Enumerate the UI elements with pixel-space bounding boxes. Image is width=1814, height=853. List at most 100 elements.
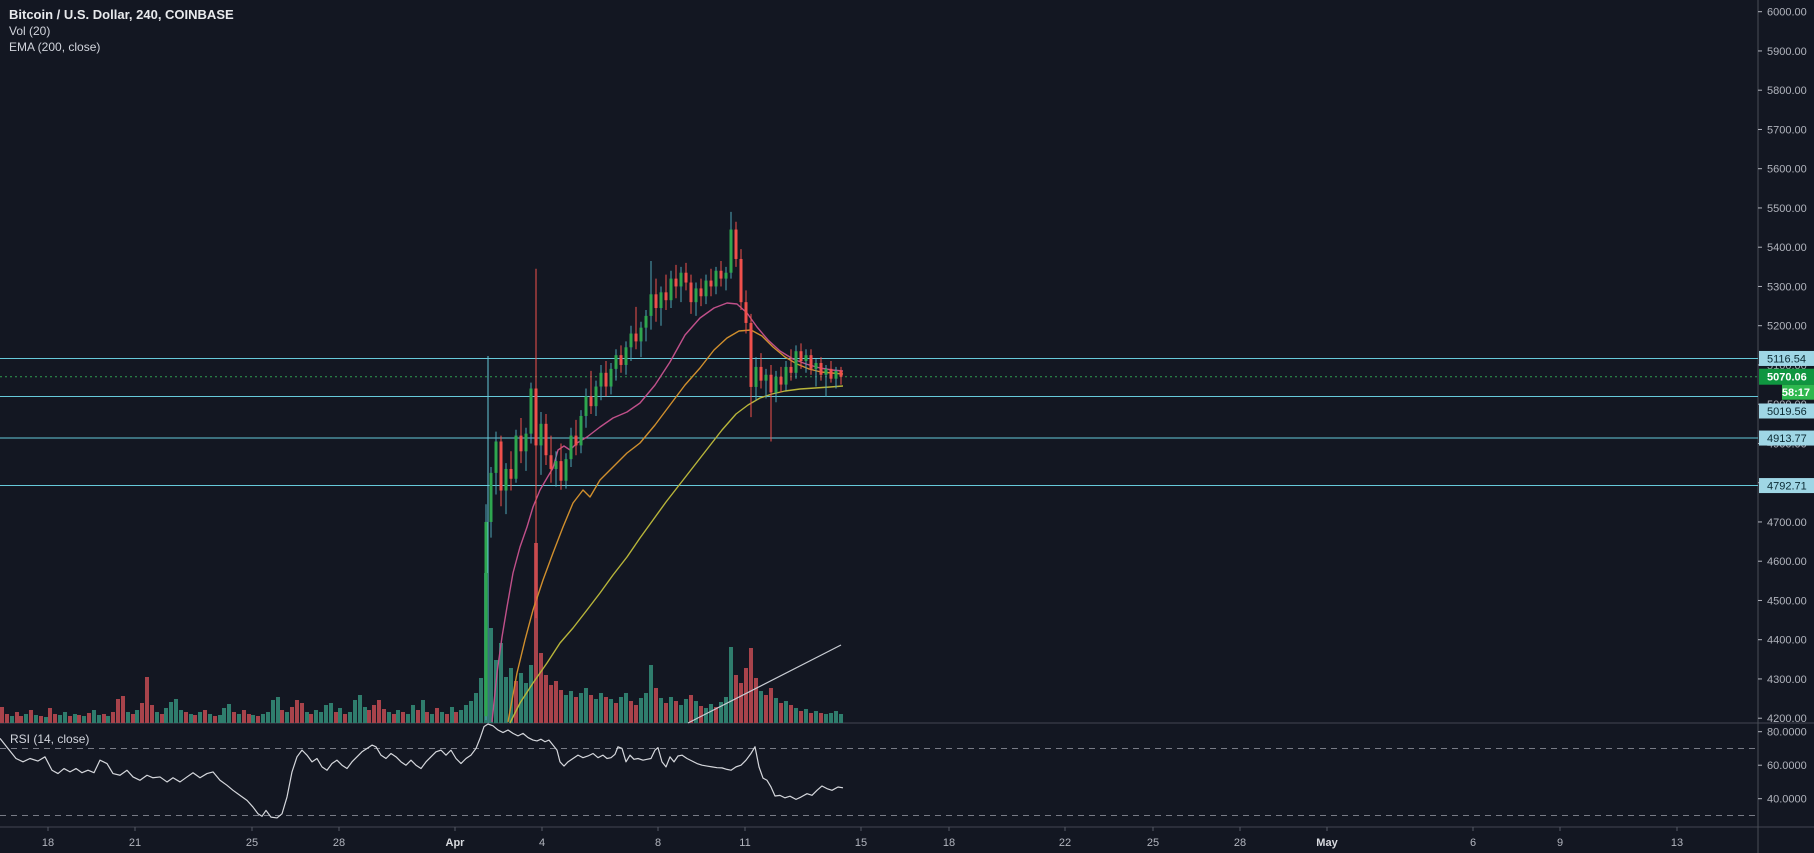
candle-body <box>644 315 648 328</box>
price-axis-label[interactable]: 5400.00 <box>1767 242 1807 254</box>
trendline[interactable] <box>687 644 842 724</box>
volume-bar <box>97 715 101 723</box>
candle-body <box>774 376 778 393</box>
candle-body <box>599 372 603 387</box>
candle-body <box>664 292 668 301</box>
time-axis-label[interactable]: 28 <box>1234 837 1246 849</box>
time-axis-label[interactable]: 8 <box>655 837 661 849</box>
time-axis-label[interactable]: 18 <box>943 837 955 849</box>
price-line-label-bg <box>1759 430 1814 446</box>
volume-bar <box>654 688 658 723</box>
time-axis-label[interactable]: 25 <box>1147 837 1159 849</box>
volume-bar <box>34 715 38 723</box>
volume-bar <box>184 712 188 723</box>
volume-bar <box>524 683 528 723</box>
volume-bar <box>709 704 713 723</box>
candle-body <box>839 370 843 377</box>
volume-bar <box>271 700 275 723</box>
time-axis-label[interactable]: 6 <box>1470 837 1476 849</box>
candle-body <box>744 302 748 323</box>
price-axis-label[interactable]: 5200.00 <box>1767 321 1807 333</box>
volume-bar <box>314 710 318 723</box>
volume-bar <box>48 708 52 723</box>
volume-bar <box>247 714 251 723</box>
current-price-label[interactable]: 5070.06 <box>1767 372 1807 384</box>
volume-bar <box>256 716 260 723</box>
candle-body <box>649 294 653 316</box>
volume-bar <box>799 711 803 723</box>
time-axis-label[interactable]: Apr <box>446 837 466 849</box>
price-axis-label[interactable]: 5500.00 <box>1767 203 1807 215</box>
price-axis-label[interactable]: 6000.00 <box>1767 7 1807 19</box>
price-line-label[interactable]: 5116.54 <box>1767 353 1806 365</box>
rsi-axis-label[interactable]: 40.0000 <box>1767 794 1807 806</box>
candle-body <box>779 376 783 385</box>
volume-bar <box>222 708 226 723</box>
time-axis-label[interactable]: 21 <box>129 837 141 849</box>
time-axis-label[interactable]: 9 <box>1557 837 1563 849</box>
volume-bar <box>454 712 458 723</box>
volume-bar <box>504 677 508 723</box>
volume-bar <box>539 653 543 723</box>
time-axis-label[interactable]: 4 <box>539 837 545 849</box>
candle-body <box>504 468 508 491</box>
price-axis-label[interactable]: 5900.00 <box>1767 46 1807 58</box>
price-axis-label[interactable]: 4500.00 <box>1767 595 1807 607</box>
volume-bar <box>295 700 299 723</box>
rsi-line[interactable] <box>0 723 844 819</box>
volume-bar <box>549 685 553 723</box>
volume-bar <box>814 711 818 723</box>
volume-bar <box>554 681 558 723</box>
time-axis-label[interactable]: 15 <box>855 837 867 849</box>
time-axis-label[interactable]: 11 <box>739 837 750 849</box>
candle-body <box>739 258 743 303</box>
volume-bar <box>111 712 115 723</box>
price-axis-label[interactable]: 5300.00 <box>1767 281 1807 293</box>
candle-body <box>614 355 618 369</box>
volume-bar <box>509 668 513 723</box>
volume-bar <box>208 714 212 723</box>
price-axis-label[interactable]: 4200.00 <box>1767 713 1807 725</box>
price-axis-label[interactable]: 4700.00 <box>1767 517 1807 529</box>
candle-body <box>699 288 703 297</box>
volume-bar <box>729 647 733 723</box>
price-axis-label[interactable]: 5700.00 <box>1767 124 1807 136</box>
price-axis-label[interactable]: 4600.00 <box>1767 556 1807 568</box>
price-line-label[interactable]: 5019.56 <box>1767 406 1807 418</box>
candle-body <box>819 362 823 375</box>
time-axis-label[interactable]: 28 <box>333 837 345 849</box>
price-axis-label[interactable]: 5600.00 <box>1767 164 1807 176</box>
ema-200-line[interactable] <box>509 385 844 724</box>
candle-body <box>724 272 728 279</box>
volume-bar <box>529 665 533 723</box>
ema-fast-line[interactable] <box>491 302 844 723</box>
symbol-title[interactable]: Bitcoin / U.S. Dollar, 240, COINBASE <box>9 7 234 22</box>
time-axis-label[interactable]: 22 <box>1059 837 1071 849</box>
price-line-label[interactable]: 4792.71 <box>1767 481 1807 493</box>
rsi-axis-label[interactable]: 80.0000 <box>1767 727 1807 739</box>
candle-body <box>719 270 723 279</box>
indicator-ema[interactable]: EMA (200, close) <box>9 40 101 54</box>
volume-bar <box>367 710 371 723</box>
candle-body <box>619 355 623 365</box>
volume-bar <box>82 716 86 723</box>
time-axis-label[interactable]: May <box>1316 837 1338 849</box>
candle-body <box>584 396 588 416</box>
time-axis-label[interactable]: 25 <box>246 837 258 849</box>
candle-body <box>569 435 573 460</box>
rsi-indicator-label[interactable]: RSI (14, close) <box>10 732 90 746</box>
candle-body <box>694 288 698 303</box>
price-axis-label[interactable]: 4400.00 <box>1767 635 1807 647</box>
price-axis-label[interactable]: 4300.00 <box>1767 674 1807 686</box>
candle-body <box>514 435 518 479</box>
ema-mid-line[interactable] <box>507 329 844 723</box>
rsi-axis-label[interactable]: 60.0000 <box>1767 760 1807 772</box>
time-axis-label[interactable]: 18 <box>42 837 54 849</box>
price-line-label[interactable]: 4913.77 <box>1767 433 1807 445</box>
indicator-vol[interactable]: Vol (20) <box>9 24 51 38</box>
volume-bar <box>619 697 623 723</box>
price-axis-label[interactable]: 5800.00 <box>1767 85 1807 97</box>
time-axis-label[interactable]: 13 <box>1671 837 1683 849</box>
candle-body <box>659 292 663 309</box>
